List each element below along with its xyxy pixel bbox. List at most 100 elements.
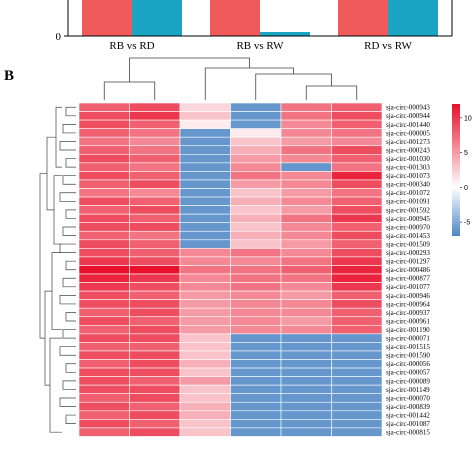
column-dendrogram-link [129,57,250,82]
row-label: sja-circ-001073 [386,172,430,180]
heatmap-cell [78,171,130,181]
heatmap-cell [280,367,332,377]
row-label: sja-circ-000943 [386,104,430,112]
heatmap-cell [280,393,332,403]
heatmap-cell [280,111,332,121]
heatmap-cell [179,136,231,147]
heatmap-cell [230,350,282,360]
heatmap-cell [230,256,282,266]
heatmap-cell [78,230,130,241]
heatmap-cell [179,213,231,223]
row-label: sja-circ-001442 [386,411,430,419]
heatmap-cell [179,154,231,164]
heatmap-cell [78,367,130,377]
heatmap-cell [280,273,332,283]
row-dendrogram-link [65,106,76,117]
heatmap-cell [230,282,282,292]
heatmap-cell [129,230,181,241]
heatmap-cell [179,248,231,258]
row-label: sja-circ-001515 [386,343,430,351]
heatmap-cell [129,119,181,129]
heatmap-cell [230,230,282,241]
heatmap-cell [331,128,383,138]
row-dendrogram-link [51,252,62,330]
heatmap-cell [331,154,383,164]
heatmap-cell [331,384,383,394]
heatmap-cell [280,119,332,129]
row-label: sja-circ-000937 [386,309,430,317]
heatmap-cell [230,213,282,223]
heatmap-cell [280,299,332,309]
heatmap-cell [280,222,332,232]
row-dendrogram-link [65,260,76,271]
heatmap-cell [129,145,181,155]
heatmap-cell [179,145,231,155]
heatmap-cell [78,128,130,138]
heatmap-cell [280,324,332,335]
heatmap-cell [280,196,332,206]
heatmap-cell [280,265,332,275]
heatmap-cell [78,222,130,232]
heatmap-cell [331,205,383,215]
heatmap-cell [230,333,282,343]
row-label: sja-circ-000005 [386,129,430,137]
heatmap-cell [78,401,130,412]
row-dendrogram-link [59,397,76,407]
heatmap-cell [179,393,231,403]
heatmap-cell [129,367,181,377]
heatmap-cell [230,384,282,394]
heatmap-cell [331,401,383,412]
row-dendrogram-link [65,312,76,322]
row-label: sja-circ-000945 [386,215,430,223]
heatmap-cell [179,376,231,386]
row-dendrogram-link [55,106,62,168]
heatmap-cell [230,205,282,215]
heatmap-cell [179,102,231,112]
heatmap-cell [78,119,130,129]
column-dendrogram-link [204,67,295,100]
heatmap-cell [230,128,282,138]
heatmap-cell [179,282,231,292]
row-dendrogram-link [59,295,76,305]
row-dendrogram-link [62,277,76,288]
heatmap-cell [230,290,282,300]
heatmap-cell [129,162,181,172]
row-label: sja-circ-001190 [386,326,430,334]
heatmap-cell [280,154,332,164]
heatmap-cell [129,282,181,292]
heatmap-cell [280,419,332,429]
heatmap-cell [129,419,181,429]
heatmap-cell [179,196,231,206]
row-dendrogram-link [65,414,76,424]
heatmap-cell [331,248,383,258]
heatmap-cell [78,410,130,420]
row-label: sja-circ-000056 [386,360,430,368]
heatmap-cell [129,333,181,343]
bar [388,0,438,36]
heatmap-cell [280,102,332,112]
heatmap-cell [331,213,383,223]
heatmap-cell [129,188,181,198]
heatmap-cell [280,342,332,352]
heatmap-cell [179,222,231,232]
heatmap-cell [129,154,181,164]
bar [260,32,310,36]
heatmap-cell [230,427,282,437]
heatmap-cell [331,119,383,129]
heatmap-cell [179,290,231,300]
heatmap-cell [230,419,282,429]
heatmap-cell [78,179,130,189]
heatmap-cell [129,401,181,412]
heatmap-cell [331,324,383,335]
heatmap-cell [78,350,130,360]
heatmap-cell [280,427,332,437]
heatmap-cell [331,196,383,206]
panel-b-label: B [4,68,14,84]
heatmap-cell [230,145,282,155]
row-label: sja-circ-000486 [386,266,430,274]
heatmap-cell [78,273,130,283]
heatmap-cell [129,102,181,112]
bar-chart-panel: RB vs RD RB vs RW RD vs RW 0 [56,0,453,52]
heatmap-cell [129,342,181,352]
